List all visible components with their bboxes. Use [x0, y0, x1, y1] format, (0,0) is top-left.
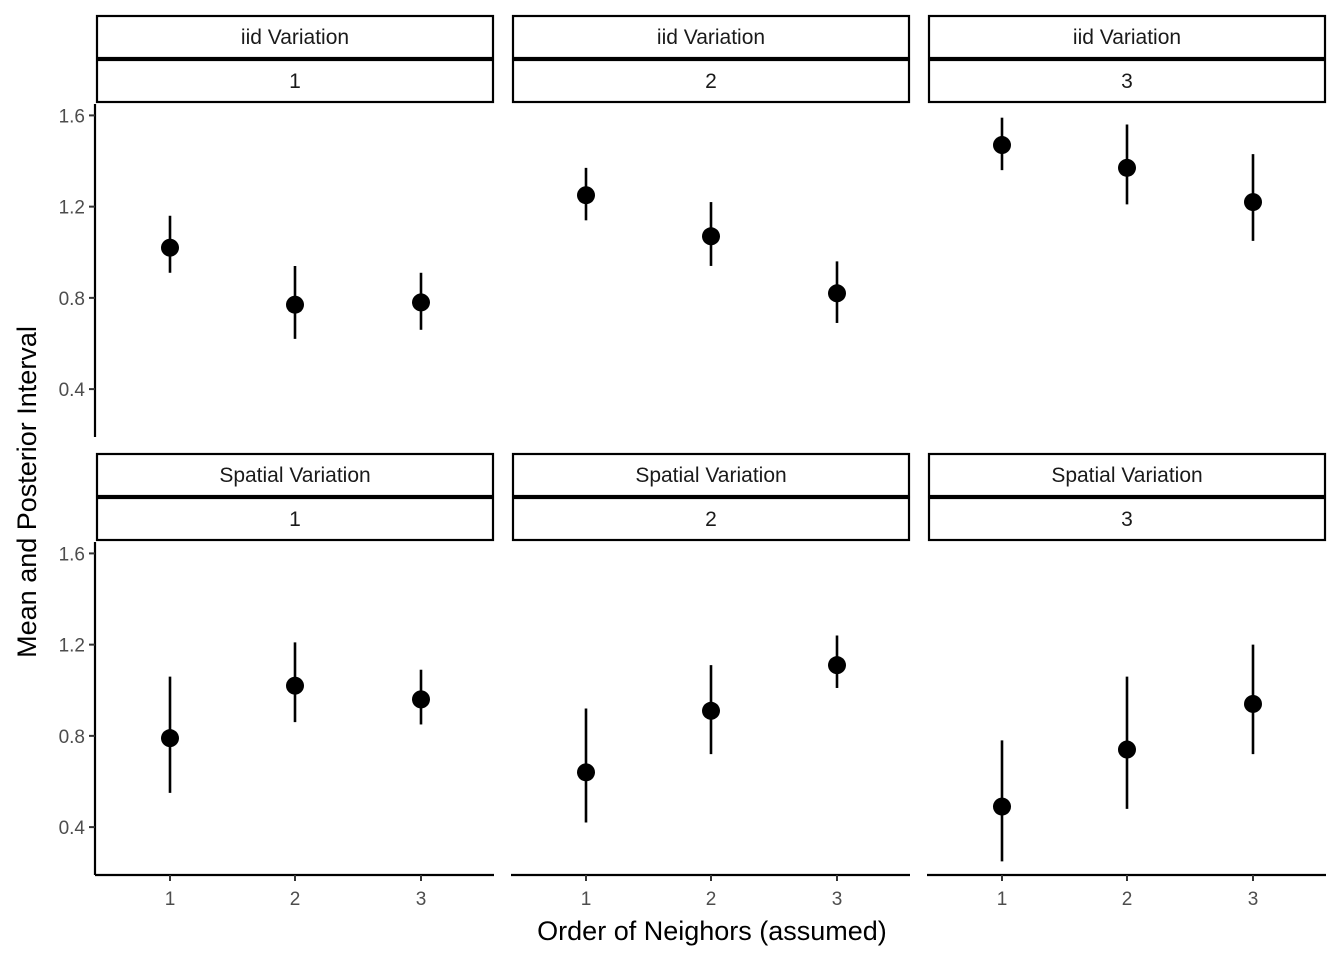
y-tick-label: 1.2 — [59, 198, 85, 219]
mean-point — [286, 676, 304, 695]
y-tick-label: 0.4 — [59, 818, 86, 839]
mean-point — [161, 238, 179, 257]
facet-panel-3: iid Variation 3 — [927, 14, 1327, 241]
facet-strip-bottom-label: 2 — [705, 508, 717, 531]
facet-strip-top-label: iid Variation — [1073, 26, 1181, 49]
facet-panel-6: Spatial Variation 3 1 2 3 — [927, 452, 1327, 910]
mean-point — [161, 729, 179, 748]
y-tick-label: 0.4 — [59, 380, 86, 401]
facet-strip-top-box — [511, 14, 911, 60]
facet-strip-top-box — [511, 452, 911, 498]
mean-point — [412, 690, 430, 709]
mean-point — [702, 227, 720, 246]
mean-point — [1244, 694, 1262, 713]
mean-point — [577, 186, 595, 205]
facet-strip-bottom-label: 3 — [1121, 70, 1133, 93]
facet-strip-bottom-label: 2 — [705, 70, 717, 93]
facet-strip-bottom-box — [95, 58, 495, 104]
facet-strip-bottom-box — [95, 496, 495, 542]
facet-panel-2: iid Variation 2 — [511, 14, 911, 323]
mean-point — [828, 656, 846, 675]
facet-strip-top-box — [927, 452, 1327, 498]
facet-panel-1: iid Variation 1 0.4 0.8 1.2 1.6 — [59, 14, 495, 437]
y-tick-label: 1.2 — [59, 636, 85, 657]
facet-strip-bottom-box — [927, 496, 1327, 542]
mean-point — [1118, 740, 1136, 759]
y-tick-label: 0.8 — [59, 727, 85, 748]
y-tick-label: 0.8 — [59, 289, 85, 310]
x-tick-label: 3 — [1248, 889, 1259, 910]
x-tick-label: 2 — [706, 889, 717, 910]
x-tick-label: 3 — [416, 889, 427, 910]
facet-strip-top-box — [95, 14, 495, 60]
facet-strip-top-label: Spatial Variation — [635, 464, 786, 487]
facet-strip-bottom-box — [511, 496, 911, 542]
facet-strip-bottom-box — [511, 58, 911, 104]
x-tick-label: 2 — [290, 889, 301, 910]
facet-strip-bottom-label: 3 — [1121, 508, 1133, 531]
x-tick-label: 1 — [997, 889, 1008, 910]
x-tick-label: 1 — [581, 889, 592, 910]
facet-strip-bottom-label: 1 — [289, 508, 301, 531]
mean-point — [993, 136, 1011, 155]
mean-point — [1118, 158, 1136, 177]
y-tick-label: 1.6 — [59, 544, 85, 565]
facet-strip-bottom-box — [927, 58, 1327, 104]
mean-point — [993, 797, 1011, 816]
facet-strip-top-label: Spatial Variation — [219, 464, 370, 487]
facet-strip-top-box — [95, 452, 495, 498]
x-tick-label: 3 — [832, 889, 843, 910]
mean-point — [828, 284, 846, 303]
mean-point — [412, 293, 430, 312]
facet-strip-bottom-label: 1 — [289, 70, 301, 93]
facet-strip-top-label: iid Variation — [241, 26, 349, 49]
x-axis-title: Order of Neighors (assumed) — [537, 916, 887, 946]
facet-strip-top-label: Spatial Variation — [1051, 464, 1202, 487]
facet-panel-4: Spatial Variation 1 0.4 0.8 1.2 1.6 1 2 3 — [59, 452, 495, 910]
facet-strip-top-label: iid Variation — [657, 26, 765, 49]
facet-panel-5: Spatial Variation 2 1 2 3 — [511, 452, 911, 910]
y-axis-title: Mean and Posterior Interval — [12, 326, 42, 658]
x-tick-label: 2 — [1122, 889, 1133, 910]
x-tick-label: 1 — [165, 889, 176, 910]
y-tick-label: 1.6 — [59, 106, 85, 127]
mean-point — [1244, 193, 1262, 212]
mean-point — [577, 763, 595, 782]
facet-strip-top-box — [927, 14, 1327, 60]
mean-point — [702, 701, 720, 720]
mean-point — [286, 295, 304, 314]
